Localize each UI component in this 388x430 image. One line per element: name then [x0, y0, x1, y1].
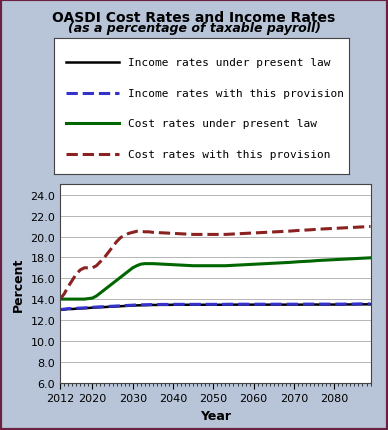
Cost rates with this provision — [368, 224, 373, 230]
Cost rates under present law — [110, 281, 115, 286]
Y-axis label: Percent: Percent — [12, 257, 25, 311]
Cost rates with this provision — [159, 230, 163, 236]
Income rates under present law — [191, 302, 196, 307]
Line: Income rates with this provision: Income rates with this provision — [60, 304, 371, 310]
Cost rates with this provision — [58, 297, 62, 302]
Cost rates under present law — [78, 297, 83, 302]
Income rates with this provision — [368, 301, 373, 307]
Income rates with this provision — [110, 304, 115, 309]
Cost rates under present law — [368, 255, 373, 261]
Income rates with this provision — [215, 302, 220, 307]
Income rates with this provision — [78, 306, 83, 311]
Income rates under present law — [279, 302, 284, 307]
Cost rates with this provision — [279, 229, 284, 234]
Income rates under present law — [159, 303, 163, 308]
Cost rates with this provision — [191, 232, 196, 237]
Cost rates with this provision — [78, 268, 83, 273]
Income rates under present law — [58, 307, 62, 313]
Cost rates under present law — [279, 261, 284, 266]
Text: Income rates with this provision: Income rates with this provision — [128, 89, 344, 98]
Text: Income rates under present law: Income rates under present law — [128, 58, 331, 68]
Income rates with this provision — [356, 301, 361, 307]
Cost rates with this provision — [110, 245, 115, 250]
Cost rates under present law — [159, 262, 163, 267]
Line: Cost rates with this provision: Cost rates with this provision — [60, 227, 371, 299]
Text: Cost rates with this provision: Cost rates with this provision — [128, 150, 331, 160]
Cost rates under present law — [191, 264, 196, 269]
Income rates under present law — [110, 304, 115, 310]
Income rates under present law — [78, 306, 83, 311]
Income rates with this provision — [58, 307, 62, 313]
Text: Cost rates under present law: Cost rates under present law — [128, 118, 317, 128]
Cost rates under present law — [215, 264, 220, 269]
Line: Income rates under present law: Income rates under present law — [60, 304, 371, 310]
Income rates with this provision — [191, 302, 196, 307]
Line: Cost rates under present law: Cost rates under present law — [60, 258, 371, 299]
Income rates with this provision — [279, 302, 284, 307]
X-axis label: Year: Year — [200, 408, 231, 421]
Income rates under present law — [368, 302, 373, 307]
Income rates with this provision — [159, 302, 163, 307]
Text: OASDI Cost Rates and Income Rates: OASDI Cost Rates and Income Rates — [52, 11, 336, 25]
Cost rates under present law — [58, 297, 62, 302]
Text: (as a percentage of taxable payroll): (as a percentage of taxable payroll) — [68, 22, 320, 34]
Income rates under present law — [356, 302, 361, 307]
Cost rates with this provision — [215, 232, 220, 237]
Income rates under present law — [215, 302, 220, 307]
